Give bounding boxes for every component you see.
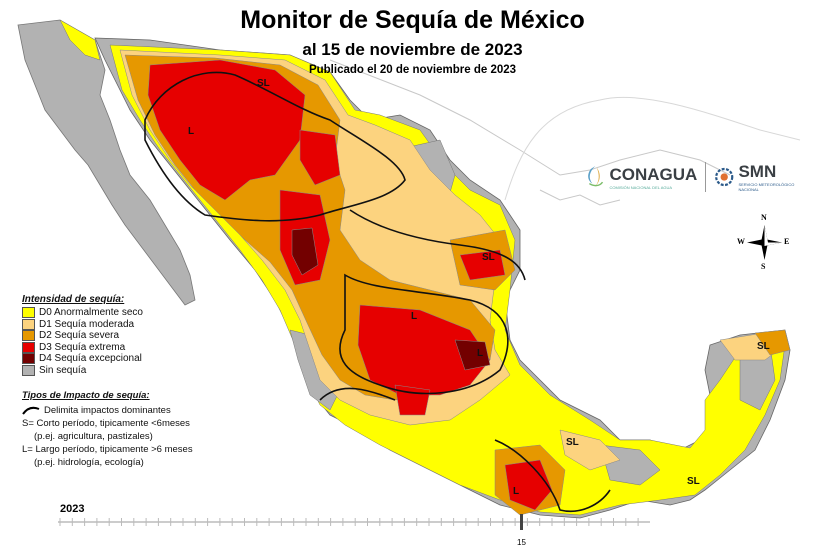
region-d1-tab (559, 429, 621, 471)
impact-types-legend: Tipos de Impacto de sequía: Delimita imp… (22, 390, 282, 470)
conagua-logo-text: CONAGUA (609, 164, 698, 184)
boundary-curve-icon (22, 406, 40, 415)
map-label-l-south: L (513, 486, 520, 497)
smn-logo-text: SMN (738, 162, 777, 181)
legend-swatch (22, 341, 35, 353)
legend-item: D4 Sequía excepcional (22, 353, 143, 365)
timeline-current-label: 15 (517, 538, 526, 547)
legend-item: D2 Sequía severa (22, 330, 143, 342)
region-d3-tamps (459, 249, 506, 281)
drought-intensity-legend: Intensidad de sequía: D0 Anormalmente se… (22, 294, 143, 376)
region-d2-yuc (754, 329, 791, 356)
legend-item: D0 Anormalmente seco (22, 307, 143, 319)
compass-s: S (761, 262, 766, 271)
legend-swatch (22, 307, 35, 319)
map-label-sl-yucatan: SL (757, 341, 770, 352)
legend-item-label: Sin sequía (39, 364, 87, 376)
legend-rows: D0 Anormalmente seco D1 Sequía moderada D2… (22, 307, 143, 376)
smn-logo-subtext: SERVICIO METEOROLÓGICO NACIONAL (738, 182, 795, 192)
timeline-year: 2023 (60, 503, 85, 515)
agency-logos: CONAGUA COMISIÓN NACIONAL DEL AGUA SMN S… (585, 152, 795, 202)
compass-e: E (784, 237, 790, 246)
impact-short-example: (p.ej. agricultura, pastizales) (34, 431, 153, 442)
legend-item: D1 Sequía moderada (22, 318, 143, 331)
map-label-sl-oaxaca: SL (566, 437, 579, 448)
legend-item: D3 Sequía extrema (22, 341, 143, 354)
map-label-l-north: L (188, 126, 195, 137)
legend-title: Intensidad de sequía: (22, 294, 125, 305)
impact-boundaries (144, 71, 611, 512)
map-label-l-center: L (411, 311, 418, 322)
region-d3-north (147, 59, 306, 201)
region-d3-coahuila (299, 129, 341, 186)
region-baja-yellow (59, 19, 101, 61)
legend-item-label: D1 Sequía moderada (39, 318, 135, 330)
smn-emblem-icon (715, 167, 734, 187)
compass-icon (747, 225, 782, 260)
impact-long-example: (p.ej. hidrología, ecología) (34, 457, 144, 468)
page-subtitle-date: al 15 de noviembre de 2023 (302, 40, 523, 59)
region-baja-california (17, 19, 196, 306)
legend-item: Sin sequía (22, 364, 143, 377)
conagua-emblem-icon (588, 166, 604, 187)
map-label-sl-north: SL (257, 78, 270, 89)
page-title: Monitor de Sequía de México (240, 6, 585, 34)
compass-rose: N S E W (737, 213, 792, 271)
legend-swatch (22, 330, 35, 342)
neighbor-outline (329, 59, 731, 206)
legend-swatch (22, 318, 35, 330)
timeline-ticks (59, 518, 639, 526)
region-d4-center (454, 339, 491, 371)
legend-item-label: D0 Anormalmente seco (39, 307, 143, 319)
impact-long-label: L= Largo período, tipicamente >6 meses (22, 444, 193, 455)
impact-line-label: Delimita impactos dominantes (44, 405, 171, 416)
region-d3-oax (504, 459, 553, 511)
legend-swatch (22, 364, 35, 376)
region-d3-west (394, 384, 431, 416)
timeline-current-marker (520, 514, 523, 530)
gulf-coastline (504, 96, 801, 201)
legend-item-label: D2 Sequía severa (39, 330, 120, 342)
impact-types-title: Tipos de Impacto de sequía: (22, 390, 150, 401)
compass-n: N (761, 213, 767, 222)
legend-swatch (22, 353, 35, 365)
page-subtitle-published: Publicado el 20 de noviembre de 2023 (308, 64, 517, 76)
map-label-sl-chiapas: SL (687, 476, 700, 487)
legend-item-label: D3 Sequía extrema (39, 341, 126, 353)
region-d4-durango (291, 227, 319, 276)
logo-divider (705, 162, 707, 192)
map-label-sl-tamaulipas: SL (482, 252, 495, 263)
conagua-logo-subtext: COMISIÓN NACIONAL DEL AGUA (609, 184, 673, 190)
impact-line-row: Delimita impactos dominantes (22, 405, 282, 416)
impact-short-label: S= Corto período, tipicamente <6meses (22, 418, 190, 429)
map-label-l-center2: L (477, 348, 484, 359)
legend-item-label: D4 Sequía excepcional (39, 353, 142, 365)
compass-w: W (737, 237, 745, 246)
